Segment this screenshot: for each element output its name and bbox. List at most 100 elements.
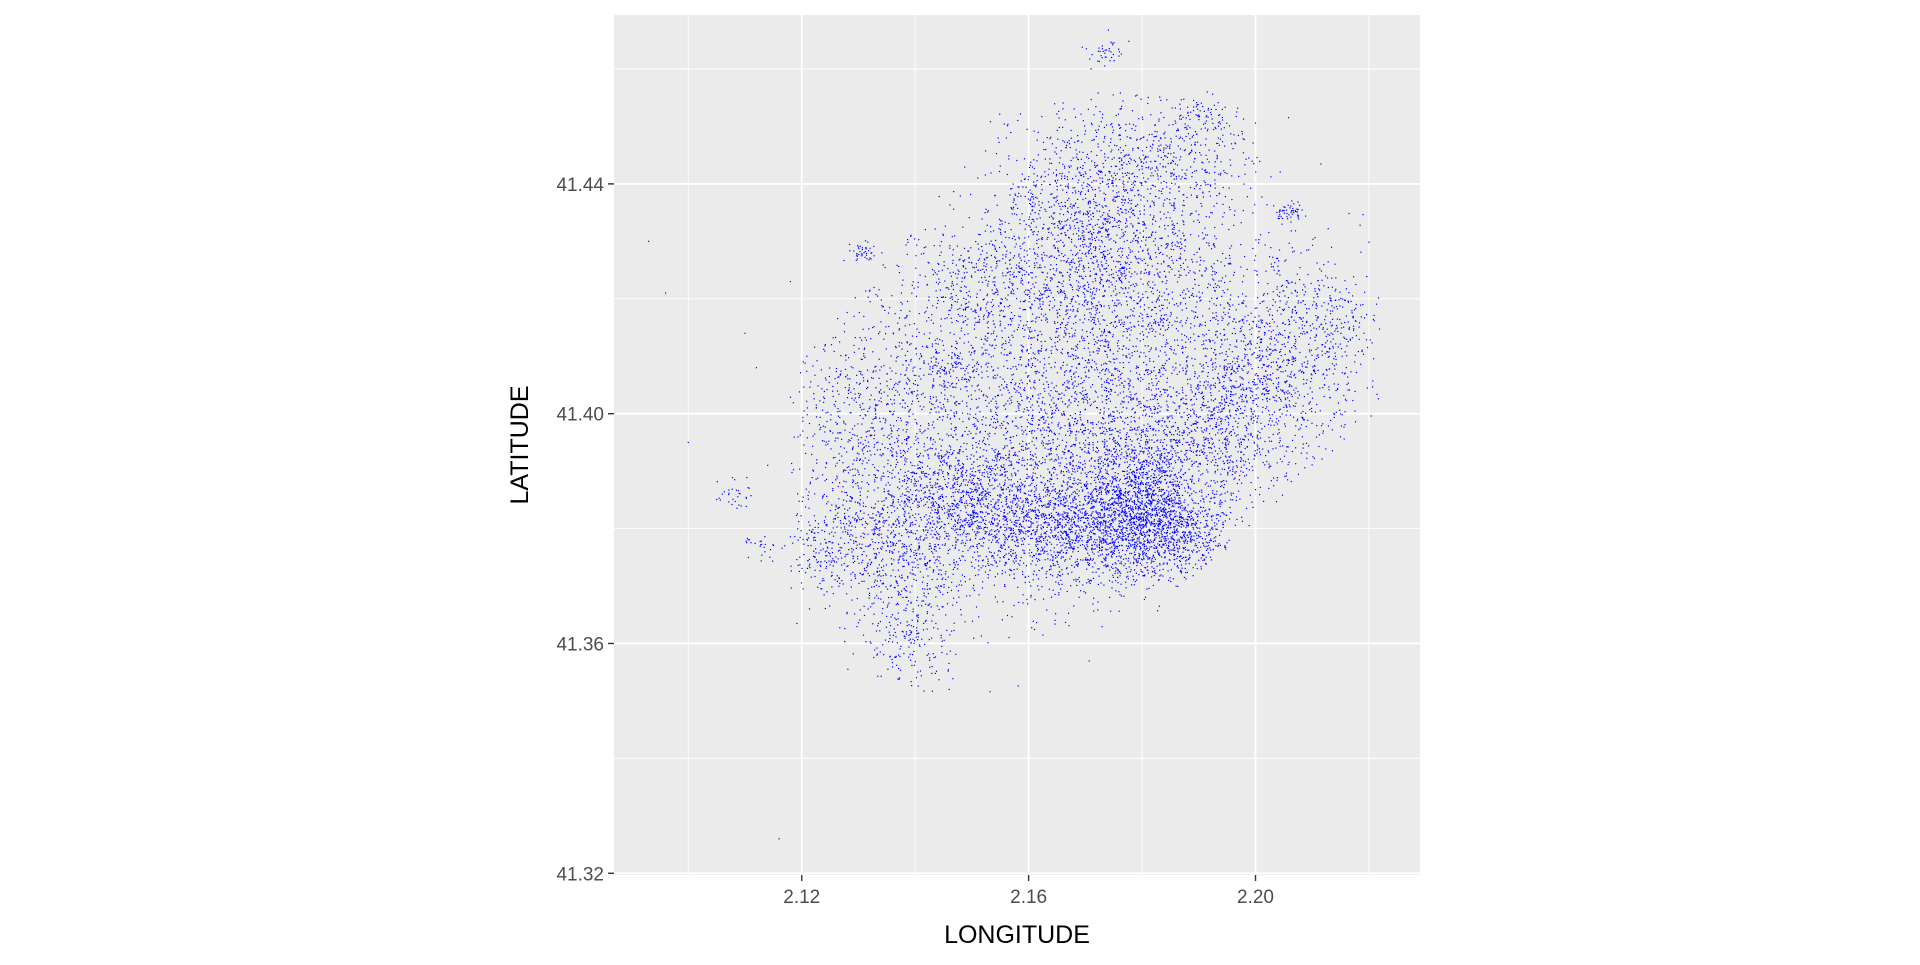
data-point — [1165, 389, 1166, 390]
data-point — [1219, 504, 1220, 505]
data-point — [985, 520, 986, 521]
data-point — [1085, 444, 1086, 445]
data-point — [1049, 524, 1050, 525]
data-point — [1030, 454, 1031, 455]
data-point — [936, 527, 937, 528]
data-point — [1138, 401, 1139, 402]
data-point — [1106, 206, 1107, 207]
data-point — [951, 318, 952, 319]
data-point — [1011, 382, 1012, 383]
data-point — [930, 374, 931, 375]
data-point — [843, 471, 844, 472]
data-point — [1127, 304, 1128, 305]
data-point — [1282, 495, 1283, 496]
data-point — [1097, 342, 1098, 343]
data-point — [947, 268, 948, 269]
data-point — [893, 425, 894, 426]
data-point — [1126, 434, 1127, 435]
data-point — [997, 518, 998, 519]
data-point — [1081, 526, 1082, 527]
data-point — [850, 392, 851, 393]
data-point — [1023, 506, 1024, 507]
data-point — [1035, 564, 1036, 565]
data-point — [1197, 378, 1198, 379]
data-point — [1000, 511, 1001, 512]
data-point — [1051, 448, 1052, 449]
data-point — [1034, 380, 1035, 381]
data-point — [1266, 349, 1267, 350]
data-point — [1043, 513, 1044, 514]
data-point — [914, 323, 915, 324]
data-point — [1060, 575, 1061, 576]
data-point — [1208, 417, 1209, 418]
data-point — [1082, 340, 1083, 341]
data-point — [969, 533, 970, 534]
data-point — [1140, 352, 1141, 353]
data-point — [1043, 372, 1044, 373]
data-point — [971, 395, 972, 396]
data-point — [1049, 257, 1050, 258]
data-point — [1230, 415, 1231, 416]
data-point — [1198, 285, 1199, 286]
data-point — [988, 403, 989, 404]
data-point — [1083, 265, 1084, 266]
data-point — [992, 478, 993, 479]
data-point — [1168, 503, 1169, 504]
data-point — [1195, 316, 1196, 317]
data-point — [1035, 533, 1036, 534]
data-point — [1206, 362, 1207, 363]
data-point — [1095, 401, 1096, 402]
data-point — [971, 454, 972, 455]
data-point — [863, 447, 864, 448]
data-point — [1175, 422, 1176, 423]
data-point — [1045, 412, 1046, 413]
data-point — [949, 452, 950, 453]
data-point — [912, 414, 913, 415]
data-point — [1053, 503, 1054, 504]
data-point — [1044, 358, 1045, 359]
data-point — [988, 565, 989, 566]
data-point — [1069, 264, 1070, 265]
data-point — [952, 509, 953, 510]
data-point — [1095, 433, 1096, 434]
data-point — [928, 474, 929, 475]
data-point — [1130, 357, 1131, 358]
data-point — [1095, 256, 1096, 257]
data-point — [1075, 445, 1076, 446]
data-point — [1105, 531, 1106, 532]
data-point — [1154, 545, 1155, 546]
data-point — [1101, 384, 1102, 385]
data-point — [1079, 577, 1080, 578]
data-point — [1071, 519, 1072, 520]
data-point — [1099, 548, 1100, 549]
data-point — [1138, 325, 1139, 326]
data-point — [883, 476, 884, 477]
data-point — [900, 310, 901, 311]
data-point — [1060, 514, 1061, 515]
data-point — [1166, 445, 1167, 446]
data-point — [970, 539, 971, 540]
data-point — [1033, 387, 1034, 388]
data-point — [1156, 378, 1157, 379]
data-point — [1167, 475, 1168, 476]
data-point — [1122, 471, 1123, 472]
data-point — [1030, 387, 1031, 388]
data-point — [1054, 526, 1055, 527]
data-point — [1106, 335, 1107, 336]
data-point — [911, 532, 912, 533]
data-point — [1179, 431, 1180, 432]
data-point — [934, 365, 935, 366]
data-point — [942, 471, 943, 472]
data-point — [1188, 272, 1189, 273]
data-point — [890, 495, 891, 496]
data-point — [1123, 362, 1124, 363]
data-point — [1097, 498, 1098, 499]
data-point — [1058, 504, 1059, 505]
data-point — [1125, 532, 1126, 533]
data-point — [1312, 464, 1313, 465]
data-point — [1190, 341, 1191, 342]
data-point — [869, 575, 870, 576]
data-point — [1067, 208, 1068, 209]
data-point — [1038, 549, 1039, 550]
data-point — [983, 344, 984, 345]
